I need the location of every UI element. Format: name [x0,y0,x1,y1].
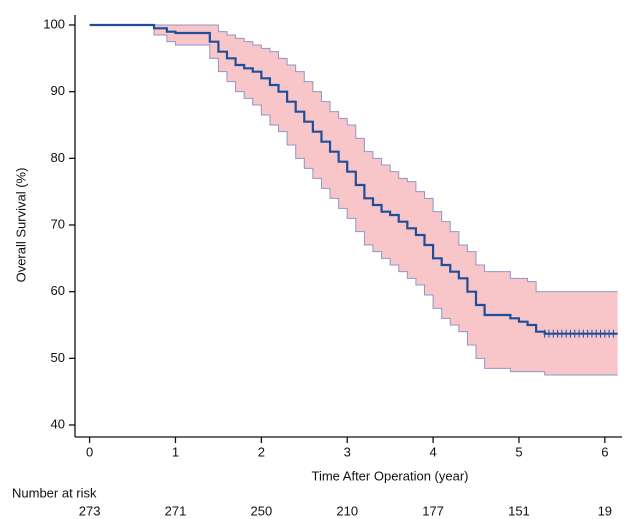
x-tick-label: 1 [172,444,179,459]
risk-count: 271 [165,503,187,518]
x-tick-label: 3 [344,444,351,459]
y-tick-label: 90 [51,83,65,98]
risk-count: 19 [598,503,612,518]
risk-count: 210 [336,503,358,518]
risk-count: 273 [79,503,101,518]
survival-line [89,23,618,335]
x-tick-label: 5 [515,444,522,459]
upper-bound [89,24,618,293]
y-tick-label: 70 [51,216,65,231]
risk-count: 151 [508,503,530,518]
y-axis-title: Overall Survival (%) [13,168,28,283]
y-tick-label: 60 [51,283,65,298]
risk-count: 250 [250,503,272,518]
y-tick-label: 80 [51,150,65,165]
x-axis-title: Time After Operation (year) [311,468,468,483]
y-tick-label: 50 [51,350,65,365]
risk-title: Number at risk [12,485,97,500]
y-tick-label: 40 [51,416,65,431]
x-tick-label: 0 [86,444,93,459]
confidence-band [89,25,618,375]
x-tick-label: 4 [429,444,436,459]
lower-bound [89,24,618,376]
risk-count: 177 [422,503,444,518]
x-tick-label: 6 [601,444,608,459]
y-tick-label: 100 [43,16,65,31]
x-tick-label: 2 [258,444,265,459]
